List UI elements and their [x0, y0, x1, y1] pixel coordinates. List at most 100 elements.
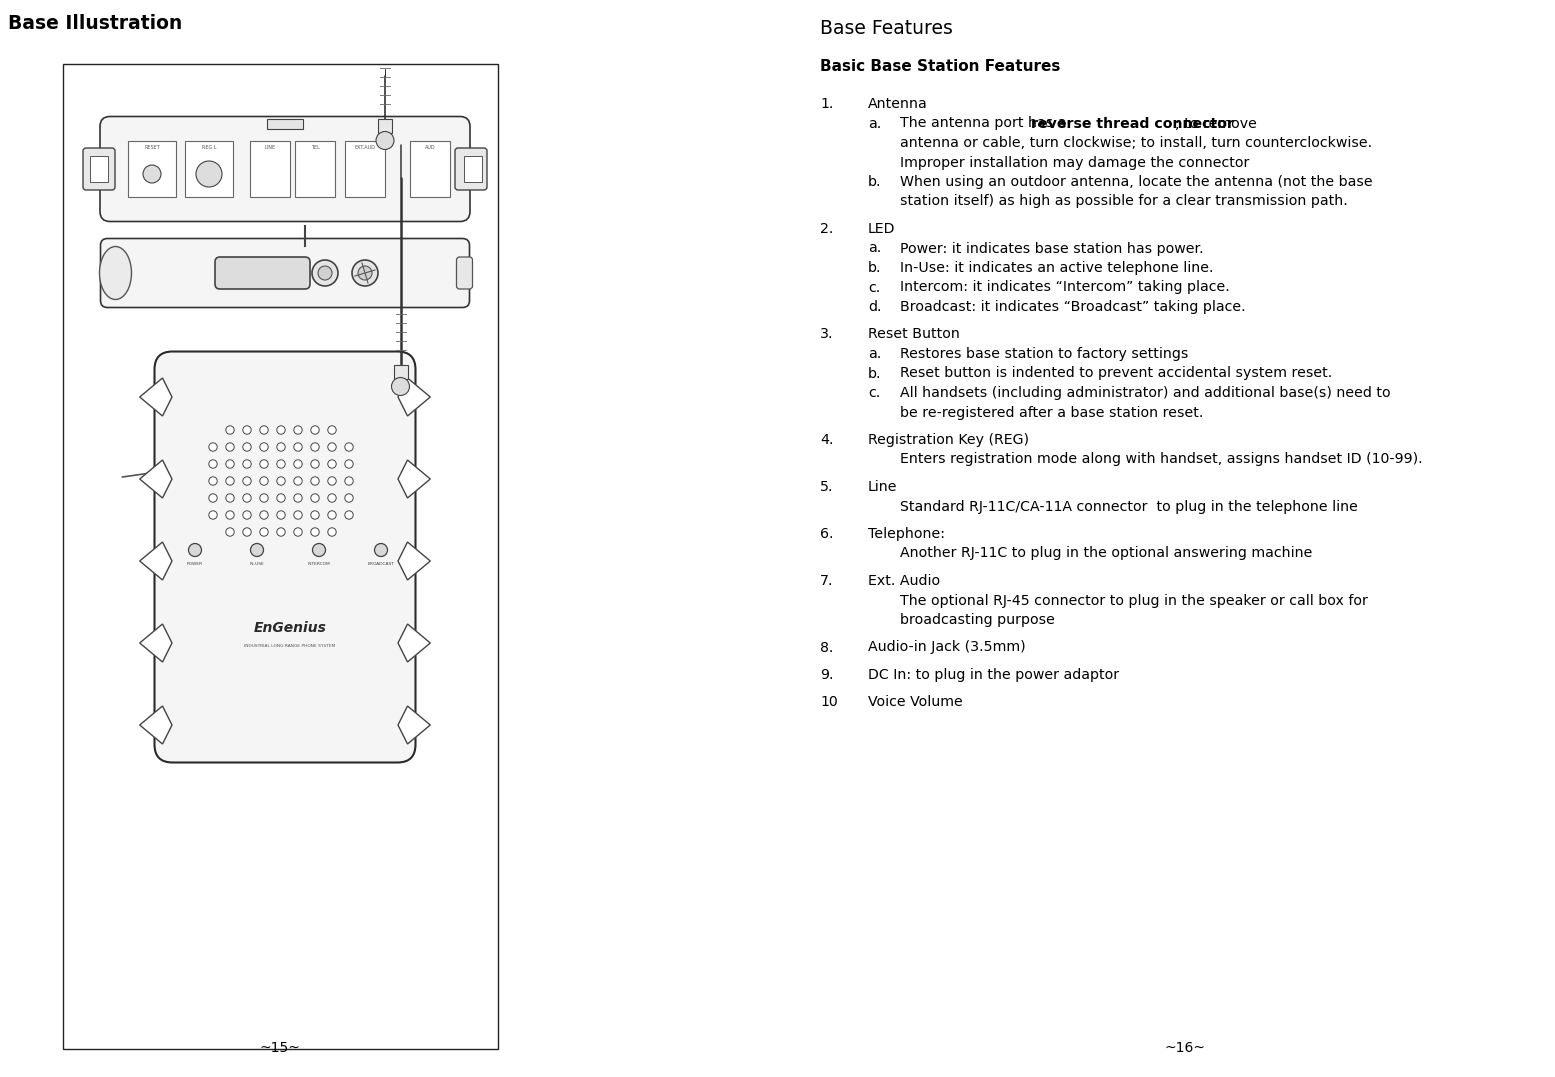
Text: Another RJ-11C to plug in the optional answering machine: Another RJ-11C to plug in the optional a… [900, 546, 1312, 560]
Circle shape [328, 493, 336, 502]
Text: be re-registered after a base station reset.: be re-registered after a base station re… [900, 406, 1204, 420]
Text: Registration Key (REG): Registration Key (REG) [868, 433, 1029, 447]
Text: Power: it indicates base station has power.: Power: it indicates base station has pow… [900, 241, 1204, 255]
Circle shape [313, 260, 337, 286]
Text: c.: c. [868, 280, 880, 294]
Text: Basic Base Station Features: Basic Base Station Features [819, 59, 1061, 74]
Circle shape [243, 477, 252, 486]
Circle shape [294, 477, 302, 486]
Bar [128, 141, 176, 197]
FancyBboxPatch shape [100, 116, 470, 222]
Text: 5.: 5. [819, 480, 833, 494]
Circle shape [277, 443, 285, 451]
Circle shape [311, 425, 319, 434]
Text: Base Illustration: Base Illustration [8, 14, 182, 33]
Text: Voice Volume: Voice Volume [868, 696, 963, 710]
Circle shape [328, 443, 336, 451]
Text: 4.: 4. [819, 433, 833, 447]
Text: LED: LED [868, 222, 896, 236]
Text: a.: a. [868, 241, 882, 255]
Text: EnGenius: EnGenius [253, 621, 327, 635]
Bar [378, 118, 392, 132]
Text: ~15~: ~15~ [260, 1041, 300, 1055]
Text: Base Features: Base Features [819, 19, 953, 38]
Text: ; to remove: ; to remove [1176, 116, 1256, 130]
Circle shape [243, 493, 252, 502]
Text: DC In: to plug in the power adaptor: DC In: to plug in the power adaptor [868, 668, 1120, 682]
Circle shape [328, 528, 336, 536]
Circle shape [311, 528, 319, 536]
Circle shape [345, 460, 353, 468]
Text: The optional RJ-45 connector to plug in the speaker or call box for: The optional RJ-45 connector to plug in … [900, 593, 1368, 607]
Text: a.: a. [868, 116, 882, 130]
Circle shape [250, 544, 263, 557]
Text: When using an outdoor antenna, locate the antenna (not the base: When using an outdoor antenna, locate th… [900, 174, 1373, 188]
Polygon shape [140, 707, 173, 744]
Text: EXT.AUD: EXT.AUD [355, 145, 375, 150]
Circle shape [311, 460, 319, 468]
Text: BROADCAST: BROADCAST [367, 562, 395, 567]
Circle shape [313, 544, 325, 557]
FancyBboxPatch shape [215, 257, 309, 289]
Circle shape [225, 493, 235, 502]
Ellipse shape [100, 247, 132, 299]
FancyBboxPatch shape [456, 148, 487, 190]
Circle shape [196, 160, 222, 187]
Circle shape [260, 425, 267, 434]
Text: The antenna port has a: The antenna port has a [900, 116, 1071, 130]
Text: Reset Button: Reset Button [868, 327, 959, 341]
Text: TEL: TEL [311, 145, 319, 150]
Circle shape [311, 477, 319, 486]
Text: 6.: 6. [819, 527, 833, 541]
Text: Improper installation may damage the connector: Improper installation may damage the con… [900, 155, 1249, 169]
Circle shape [243, 443, 252, 451]
Text: reverse thread connector: reverse thread connector [1031, 116, 1235, 130]
Text: c.: c. [868, 386, 880, 400]
Text: INTERCOM: INTERCOM [308, 562, 330, 567]
Text: Broadcast: it indicates “Broadcast” taking place.: Broadcast: it indicates “Broadcast” taki… [900, 300, 1246, 314]
Polygon shape [140, 378, 173, 416]
Circle shape [225, 425, 235, 434]
Circle shape [225, 460, 235, 468]
Text: b.: b. [868, 174, 882, 188]
Text: 3.: 3. [819, 327, 833, 341]
Circle shape [143, 165, 162, 183]
Bar [185, 141, 233, 197]
Text: b.: b. [868, 261, 882, 275]
Polygon shape [398, 542, 431, 581]
Text: Ext. Audio: Ext. Audio [868, 574, 941, 588]
Circle shape [225, 510, 235, 519]
Circle shape [375, 544, 387, 557]
Polygon shape [398, 378, 431, 416]
Circle shape [188, 544, 202, 557]
Circle shape [225, 443, 235, 451]
Text: antenna or cable, turn clockwise; to install, turn counterclockwise.: antenna or cable, turn clockwise; to ins… [900, 136, 1372, 150]
Circle shape [260, 443, 267, 451]
FancyBboxPatch shape [457, 257, 473, 289]
Text: 1.: 1. [819, 97, 833, 111]
Circle shape [225, 528, 235, 536]
Circle shape [294, 493, 302, 502]
Circle shape [311, 443, 319, 451]
Text: AUD: AUD [425, 145, 435, 150]
Text: 9.: 9. [819, 668, 833, 682]
Text: Restores base station to factory settings: Restores base station to factory setting… [900, 347, 1188, 361]
Bar [64, 64, 498, 1049]
Polygon shape [398, 707, 431, 744]
Circle shape [358, 266, 372, 280]
Polygon shape [140, 460, 173, 498]
Text: 2.: 2. [819, 222, 833, 236]
Text: Reset button is indented to prevent accidental system reset.: Reset button is indented to prevent acci… [900, 366, 1333, 380]
Circle shape [243, 425, 252, 434]
Circle shape [311, 493, 319, 502]
Circle shape [260, 460, 267, 468]
Text: 7.: 7. [819, 574, 833, 588]
Text: 8.: 8. [819, 641, 833, 655]
Circle shape [311, 510, 319, 519]
Circle shape [260, 528, 267, 536]
Circle shape [294, 528, 302, 536]
Text: Audio-in Jack (3.5mm): Audio-in Jack (3.5mm) [868, 641, 1026, 655]
Bar [345, 141, 386, 197]
Circle shape [243, 528, 252, 536]
Bar [393, 364, 407, 378]
